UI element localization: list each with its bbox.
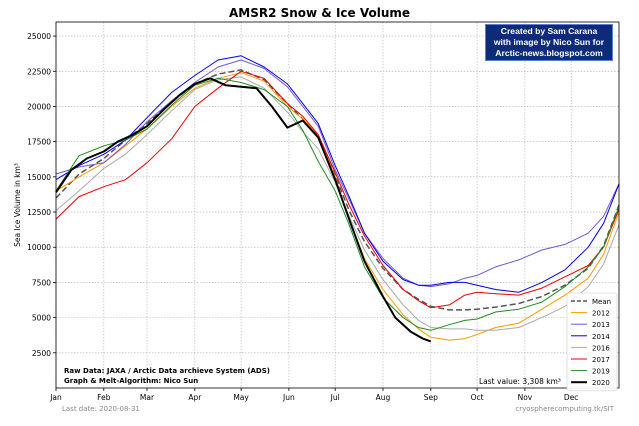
credit-line-3: Arctic-news.blogspot.com — [495, 48, 603, 58]
y-tick-label: 12500 — [27, 208, 51, 217]
raw-data-note: Raw Data: JAXA / Arctic Data archieve Sy… — [64, 367, 270, 375]
y-tick-label: 22500 — [27, 67, 51, 76]
x-tick-label: Apr — [188, 393, 202, 402]
legend-label-2017: 2017 — [592, 356, 610, 364]
x-tick-label: Jul — [330, 393, 340, 402]
legend-label-mean: Mean — [592, 298, 611, 306]
y-tick-label: 17500 — [27, 138, 51, 147]
y-tick-label: 5000 — [32, 314, 51, 323]
series-line-2019 — [55, 77, 620, 331]
last-date-note: Last date: 2020-08-31 — [62, 405, 140, 413]
series-line-2017 — [55, 70, 620, 309]
y-tick-label: 10000 — [27, 243, 51, 252]
source-note: cryospherecomputing.tk/SIT — [515, 405, 614, 413]
y-tick-label: 2500 — [32, 349, 51, 358]
y-tick-label: 25000 — [27, 32, 51, 41]
credit-line-1: Created by Sam Carana — [500, 26, 598, 36]
last-value-note: Last value: 3,308 km³ — [479, 377, 561, 386]
x-tick-label: May — [233, 393, 249, 402]
series-line-2020 — [55, 77, 432, 343]
legend-label-2020: 2020 — [592, 379, 610, 387]
x-tick-label: Feb — [97, 393, 111, 402]
y-tick-label: 15000 — [27, 173, 51, 182]
credit-line-2: with image by Nico Sun for — [493, 37, 605, 47]
y-tick-label: 20000 — [27, 102, 51, 111]
legend-label-2012: 2012 — [592, 310, 610, 318]
x-tick-label: Jan — [49, 393, 62, 402]
legend-label-2014: 2014 — [592, 333, 610, 341]
legend-label-2019: 2019 — [592, 368, 610, 376]
plot-area — [56, 22, 619, 388]
series-line-2014 — [55, 55, 620, 293]
x-tick-label: Aug — [376, 393, 391, 402]
series-line-2013 — [55, 59, 620, 288]
x-tick-label: Dec — [564, 393, 579, 402]
x-tick-label: Mar — [140, 393, 155, 402]
axes: 2500 5000 7500 10000 12500 15000 17500 20000 225… — [13, 21, 620, 402]
plot-frame — [55, 21, 620, 389]
x-tick-label: Oct — [471, 393, 484, 402]
legend-box — [566, 292, 618, 392]
series-line-2016 — [55, 76, 620, 331]
legend: Mean 2012 2013 2014 2016 2017 2019 2020 — [566, 292, 618, 392]
x-tick-label: Jun — [282, 393, 295, 402]
y-tick-label: 7500 — [32, 278, 51, 287]
x-tick-label: Nov — [518, 393, 533, 402]
x-tick-label: Sep — [424, 393, 438, 402]
legend-label-2013: 2013 — [592, 321, 610, 329]
legend-label-2016: 2016 — [592, 344, 610, 352]
grid — [55, 22, 619, 388]
annotations: Raw Data: JAXA / Arctic Data archieve Sy… — [62, 367, 615, 413]
algorithm-note: Graph & Melt-Algorithm: Nico Sun — [64, 377, 198, 385]
y-axis-label: Sea Ice Volume in km³ — [13, 163, 22, 247]
series-layer — [55, 55, 620, 343]
chart-title: AMSR2 Snow & Ice Volume — [228, 6, 411, 20]
credit-box: Created by Sam Carana with image by Nico… — [485, 24, 613, 61]
